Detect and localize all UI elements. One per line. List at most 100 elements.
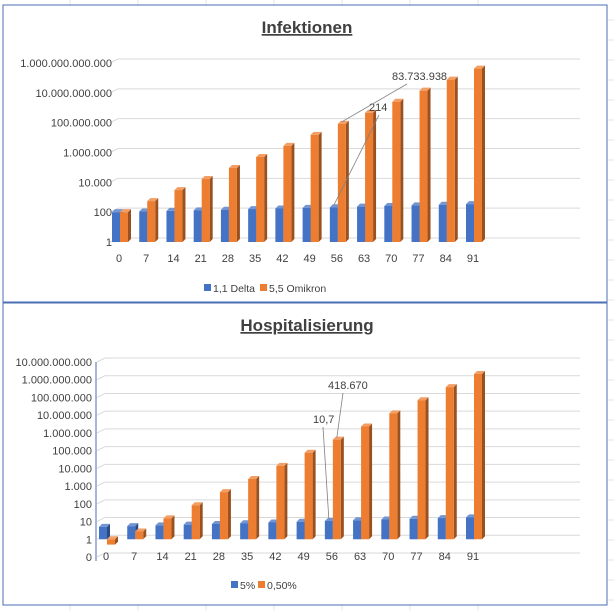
bar-side [397,410,401,540]
bar-side [171,515,175,540]
x-tick-label: 56 [326,551,338,563]
x-tick-label: 7 [131,551,137,563]
bar-series2 [474,68,482,243]
x-tick-label: 0 [116,253,122,265]
bar-series1 [155,525,164,540]
bar-side [236,164,240,242]
bar-series1 [381,519,390,540]
bar-series2 [445,387,454,540]
x-tick-label: 91 [467,551,479,563]
bar-series2 [174,190,183,242]
bar-series1 [220,209,229,242]
bar-side [318,131,322,242]
gridline-depth [109,58,119,64]
bar-side [155,198,159,242]
data-label: 418.670 [328,380,368,392]
gridline-depth [96,463,106,469]
bar-series2 [337,123,346,242]
bar-top [99,523,110,527]
bar-series2 [392,101,401,242]
bar-series1 [438,204,447,242]
bar-series1 [268,522,277,540]
bar-top [337,120,349,124]
x-tick-label: 14 [167,253,179,265]
bar-series2 [365,112,374,242]
bar-side [182,187,186,242]
annotation-leader-line [333,114,380,206]
legend-label: 5% [240,580,255,592]
bar-series1 [139,211,148,242]
gridline-depth [109,88,119,94]
y-tick-label: 100 [94,207,112,219]
bar-top [332,436,344,440]
chart-infektionen: Infektionen 1 100 10.000 1.000.000 100.000.00… [20,18,580,295]
legend-label: 5,5 Omikron [269,283,326,295]
bar-top [310,131,322,135]
x-tick-label: 70 [382,551,394,563]
chart-title: Hospitalisierung [240,316,373,335]
data-label: 10,7 [313,414,334,426]
bar-top [135,528,147,532]
x-tick-label: 7 [143,253,149,265]
bar-top [417,397,429,401]
x-tick-label: 21 [195,253,207,265]
y-tick-label: 100.000.000 [31,392,92,404]
bar-series1 [324,521,333,540]
bar-series1 [357,206,366,242]
bar-series2 [276,465,285,540]
annotation-leader-line [341,83,408,123]
bar-series2 [219,492,228,540]
x-tick-label: 42 [269,551,281,563]
gridline-depth [96,357,106,363]
bar-series1 [384,205,393,242]
bar-series2 [283,145,292,242]
bar-series1 [275,208,284,242]
bar-top [219,489,231,493]
bar-series1 [296,521,305,540]
bar-series2 [361,426,370,540]
gridline-depth [109,148,119,153]
bar-top [445,384,457,388]
bar-series2 [389,413,398,540]
bar-series2 [474,373,482,540]
bar-side [454,76,458,242]
bar-side [482,65,485,243]
gridline-depth [96,552,106,558]
annotation-leader-line [336,392,344,438]
bar-side [128,209,131,242]
bar-side [284,462,288,540]
bar-side [340,436,344,540]
x-tick-label: 77 [410,551,422,563]
bar-top [191,502,203,506]
x-tick-label: 77 [412,253,424,265]
bar-side [107,523,110,540]
annotation-leader-line [322,426,330,520]
x-tick-label: 63 [358,253,370,265]
bar-top [361,423,373,427]
bar-side [400,98,404,242]
bar-series1 [329,207,338,242]
bar-top [127,523,139,527]
x-tick-label: 91 [467,253,479,265]
legend-swatch [231,581,238,588]
bar-top [365,109,377,113]
gridline-depth [96,446,106,452]
bar-series1 [240,523,249,540]
bar-series2 [191,505,200,540]
x-tick-label: 63 [354,551,366,563]
bar-top [112,209,123,213]
gridline-depth [96,410,106,416]
bar-side [482,370,485,540]
bar-series2 [446,79,455,242]
bar-series2 [419,90,428,242]
chart-frame-infektionen[interactable] [2,4,608,303]
legend-label: 0,50% [267,580,297,592]
x-tick-label: 14 [156,551,168,563]
bar-top [392,98,404,102]
y-tick-label: 100 [74,499,92,511]
legend-swatch [258,581,265,588]
x-tick-label: 49 [297,551,309,563]
bar-series2 [107,539,115,545]
bar-top [283,142,295,146]
